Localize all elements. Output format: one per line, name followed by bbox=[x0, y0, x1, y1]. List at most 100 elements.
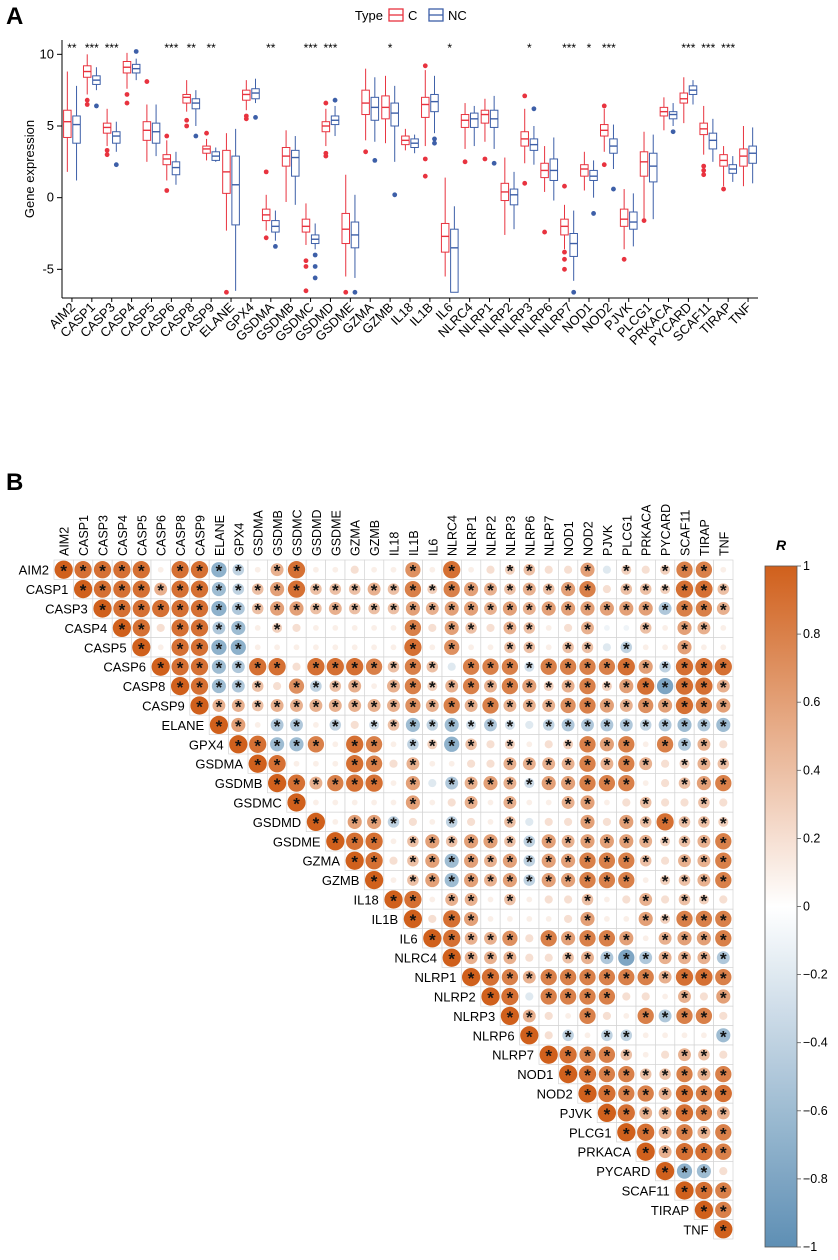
correlation-circle bbox=[637, 677, 655, 695]
correlation-circle bbox=[659, 660, 671, 673]
significance-star: * bbox=[642, 853, 649, 872]
correlation-circle bbox=[696, 776, 711, 791]
matrix-row-label: CASP6 bbox=[103, 660, 146, 675]
box-outlier bbox=[701, 163, 707, 169]
significance-star: * bbox=[545, 833, 552, 852]
significance-star: * bbox=[584, 1047, 591, 1066]
correlation-circle bbox=[313, 566, 319, 573]
matrix-column-label: GSDMA bbox=[252, 510, 266, 557]
significance-star: * bbox=[662, 698, 669, 717]
significance-star: * bbox=[119, 601, 126, 620]
significance-star: * bbox=[681, 562, 688, 581]
correlation-circle bbox=[581, 621, 594, 635]
correlation-circle bbox=[560, 697, 576, 714]
significance-star: * bbox=[526, 1008, 533, 1027]
correlation-circle bbox=[638, 601, 653, 616]
correlation-circle bbox=[642, 935, 649, 942]
correlation-circle bbox=[211, 639, 227, 655]
colorbar-tick-label: 0.2 bbox=[803, 831, 820, 845]
correlation-circle bbox=[658, 1145, 672, 1159]
correlation-circle bbox=[484, 679, 497, 693]
correlation-circle bbox=[445, 679, 459, 693]
correlation-circle bbox=[190, 677, 209, 695]
significance-star: * bbox=[507, 892, 514, 911]
matrix-column-label: GZMB bbox=[368, 520, 382, 556]
correlation-circle bbox=[618, 755, 635, 772]
correlation-circle bbox=[599, 698, 614, 713]
significance-star: * bbox=[526, 659, 533, 678]
correlation-circle bbox=[678, 893, 691, 906]
correlation-circle bbox=[579, 930, 596, 947]
box-body bbox=[708, 132, 718, 150]
correlation-circle bbox=[74, 561, 92, 579]
box-outlier bbox=[312, 252, 318, 258]
correlation-circle bbox=[428, 779, 437, 788]
correlation-circle bbox=[698, 796, 710, 809]
significance-star: * bbox=[681, 1124, 688, 1143]
significance-star: * bbox=[410, 892, 417, 911]
matrix-row-label: AIM2 bbox=[19, 563, 49, 578]
correlation-circle bbox=[581, 893, 594, 906]
significance-star: * bbox=[448, 930, 455, 949]
x-tick-label: IL1B bbox=[406, 300, 436, 330]
significance-star: * bbox=[487, 601, 494, 620]
correlation-circle bbox=[504, 835, 516, 848]
matrix-row-label: NLRP1 bbox=[414, 970, 456, 985]
significance-star: * bbox=[623, 562, 630, 581]
matrix-column-label: NLRC4 bbox=[446, 515, 460, 556]
correlation-circle bbox=[618, 871, 635, 889]
correlation-circle bbox=[719, 895, 728, 904]
correlation-circle bbox=[290, 718, 303, 732]
correlation-circle bbox=[464, 796, 478, 809]
significance-star: * bbox=[410, 717, 417, 736]
significance-star: * bbox=[545, 717, 552, 736]
significance-star: * bbox=[604, 1105, 611, 1124]
correlation-circle bbox=[522, 679, 537, 694]
correlation-circle bbox=[501, 968, 519, 986]
box-body bbox=[648, 152, 658, 183]
significance-star: * bbox=[623, 1027, 630, 1046]
significance-star: * bbox=[468, 736, 475, 755]
correlation-circle bbox=[622, 992, 631, 1001]
significance-star: * bbox=[429, 717, 436, 736]
correlation-circle bbox=[503, 796, 517, 809]
correlation-circle bbox=[639, 816, 652, 828]
significance-star: * bbox=[507, 639, 514, 658]
correlation-circle bbox=[662, 625, 668, 631]
significance-star: * bbox=[681, 1008, 688, 1027]
correlation-circle bbox=[171, 561, 189, 579]
significance-star: * bbox=[623, 736, 630, 755]
correlation-circle bbox=[720, 625, 727, 631]
significance-star: * bbox=[332, 775, 339, 794]
correlation-circle bbox=[73, 579, 93, 599]
correlation-circle bbox=[564, 895, 573, 904]
correlation-circle bbox=[598, 1084, 616, 1103]
significance-star: * bbox=[468, 659, 475, 678]
box-outlier bbox=[591, 211, 596, 216]
significance-star: * bbox=[604, 601, 611, 620]
significance-label: ** bbox=[67, 41, 77, 55]
correlation-circle bbox=[444, 639, 460, 655]
significance-star: * bbox=[701, 562, 708, 581]
significance-star: * bbox=[565, 775, 572, 794]
correlation-circle bbox=[443, 580, 460, 598]
significance-star: * bbox=[468, 853, 475, 872]
correlation-circle bbox=[525, 817, 534, 826]
correlation-circle bbox=[618, 774, 635, 792]
correlation-circle bbox=[447, 662, 456, 671]
significance-star: * bbox=[448, 678, 455, 697]
significance-star: * bbox=[720, 1027, 727, 1046]
box-outlier bbox=[491, 160, 497, 166]
significance-star: * bbox=[293, 698, 300, 717]
correlation-circle bbox=[715, 930, 732, 947]
correlation-circle bbox=[715, 774, 732, 792]
significance-label: *** bbox=[105, 41, 119, 55]
significance-star: * bbox=[623, 1086, 630, 1105]
correlation-circle bbox=[293, 760, 300, 767]
significance-star: * bbox=[545, 1047, 552, 1066]
correlation-circle bbox=[579, 774, 596, 792]
correlation-circle bbox=[93, 580, 112, 598]
correlation-circle bbox=[559, 988, 577, 1005]
correlation-circle bbox=[564, 914, 573, 923]
correlation-circle bbox=[287, 561, 306, 579]
